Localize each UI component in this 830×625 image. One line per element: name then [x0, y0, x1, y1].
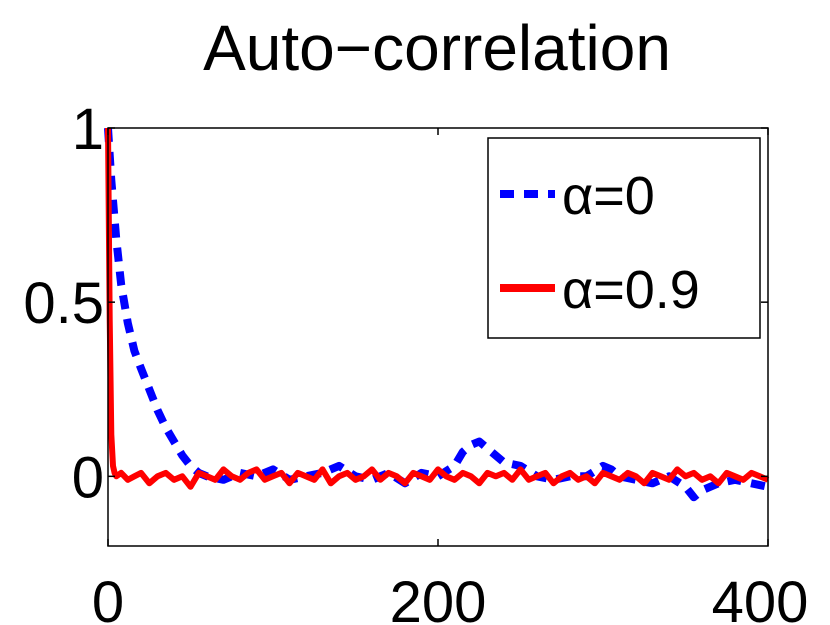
y-tick-label: 0	[72, 445, 104, 510]
axis-ticks: 0 200 400 0 0.5 1	[23, 97, 808, 625]
legend-box	[487, 137, 761, 339]
legend-label-alpha-0: α=0	[562, 166, 655, 226]
y-tick-label: 0.5	[23, 271, 104, 336]
series-line-1	[105, 127, 770, 490]
y-tick-label: 1	[72, 97, 104, 162]
chart-title: Auto−correlation	[203, 12, 671, 84]
x-tick-label: 0	[92, 570, 124, 625]
x-tick-label: 200	[390, 570, 487, 625]
legend: α=0 α=0.9	[487, 137, 761, 339]
plot-series	[104, 127, 770, 502]
x-tick-label: 400	[712, 570, 809, 625]
legend-label-alpha-0-9: α=0.9	[562, 260, 700, 320]
